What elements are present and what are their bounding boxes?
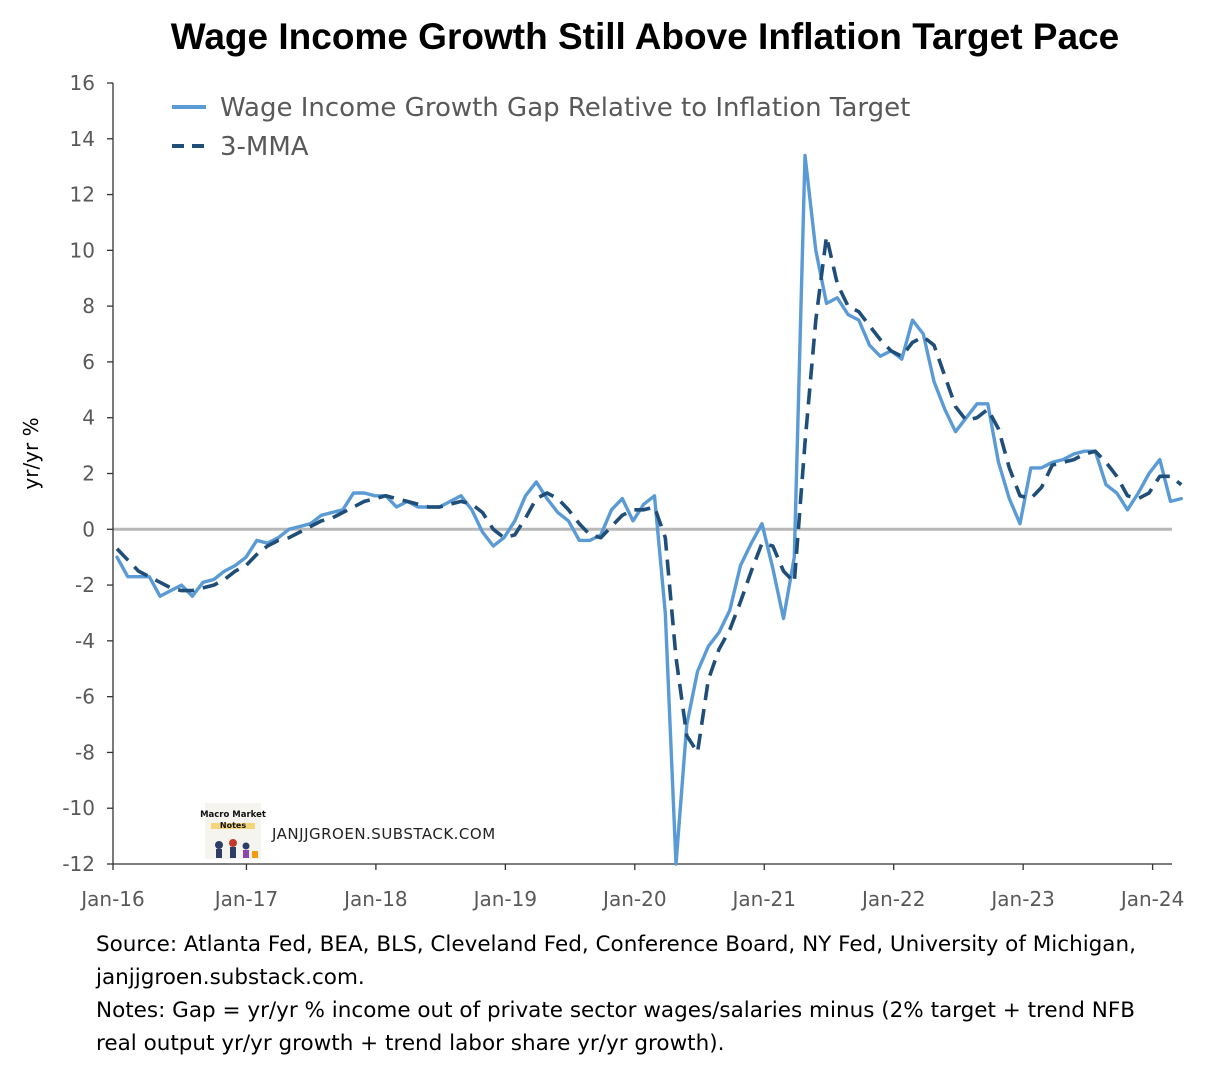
logo-text-line1: Macro Market: [200, 810, 266, 820]
watermark: Macro Market Notes JANJJGROEN.SUBSTACK.C…: [200, 803, 496, 859]
x-tick-label: Jan-16: [79, 887, 145, 911]
notes-line-1: Notes: Gap = yr/yr % income out of priva…: [96, 998, 1135, 1023]
x-tick-label: Jan-23: [989, 887, 1055, 911]
y-tick-label: 12: [70, 183, 95, 207]
series-line-wage-gap: [115, 153, 1184, 866]
x-tick-label: Jan-20: [601, 887, 667, 911]
y-tick-label: 14: [70, 127, 95, 151]
legend: Wage Income Growth Gap Relative to Infla…: [172, 93, 910, 162]
source-line-2: janjjgroen.substack.com.: [96, 965, 365, 990]
series-line-3mma: [115, 234, 1183, 755]
x-tick-label: Jan-19: [472, 887, 538, 911]
y-tick-label: 10: [70, 238, 95, 262]
y-tick-label: -6: [75, 685, 95, 709]
logo-text-line2: Notes: [220, 821, 246, 830]
y-tick-label: -12: [62, 852, 95, 876]
source-line-1: Source: Atlanta Fed, BEA, BLS, Cleveland…: [96, 932, 1136, 957]
watermark-site: JANJJGROEN.SUBSTACK.COM: [271, 825, 496, 843]
legend-label-1: Wage Income Growth Gap Relative to Infla…: [220, 93, 910, 123]
x-tick-label: Jan-21: [731, 887, 797, 911]
y-tick-label: 0: [82, 517, 95, 541]
y-tick-label: -4: [75, 629, 95, 653]
legend-label-2: 3-MMA: [220, 132, 309, 162]
chart-title: Wage Income Growth Still Above Inflation…: [170, 16, 1120, 57]
y-tick-label: 4: [82, 406, 95, 430]
series-layer: [115, 153, 1184, 866]
y-tick-label: 8: [82, 294, 95, 318]
x-tick-label: Jan-18: [342, 887, 408, 911]
macro-market-notes-logo: Macro Market Notes: [200, 803, 266, 859]
x-tick-label: Jan-24: [1119, 887, 1185, 911]
y-tick-label: -8: [75, 740, 95, 764]
axes: -12 -10 -8 -6 -4 -2 0 2 4 6 8 10 12 14 16 Jan-16 Jan-17 J…: [19, 71, 1184, 911]
y-tick-label: -10: [62, 796, 95, 820]
line-chart: -12 -10 -8 -6 -4 -2 0 2 4 6 8 10 12 14 16 Jan-16 Jan-17 J…: [19, 71, 1184, 911]
x-tick-label: Jan-17: [213, 887, 279, 911]
x-tick-label: Jan-22: [860, 887, 926, 911]
y-tick-label: 16: [70, 71, 95, 95]
y-tick-label: 6: [82, 350, 95, 374]
y-axis-label: yr/yr %: [19, 417, 43, 489]
source-note: Source: Atlanta Fed, BEA, BLS, Cleveland…: [96, 928, 1196, 1060]
y-tick-label: 2: [82, 462, 95, 486]
y-tick-label: -2: [75, 573, 95, 597]
notes-line-2: real output yr/yr growth + trend labor s…: [96, 1031, 725, 1056]
